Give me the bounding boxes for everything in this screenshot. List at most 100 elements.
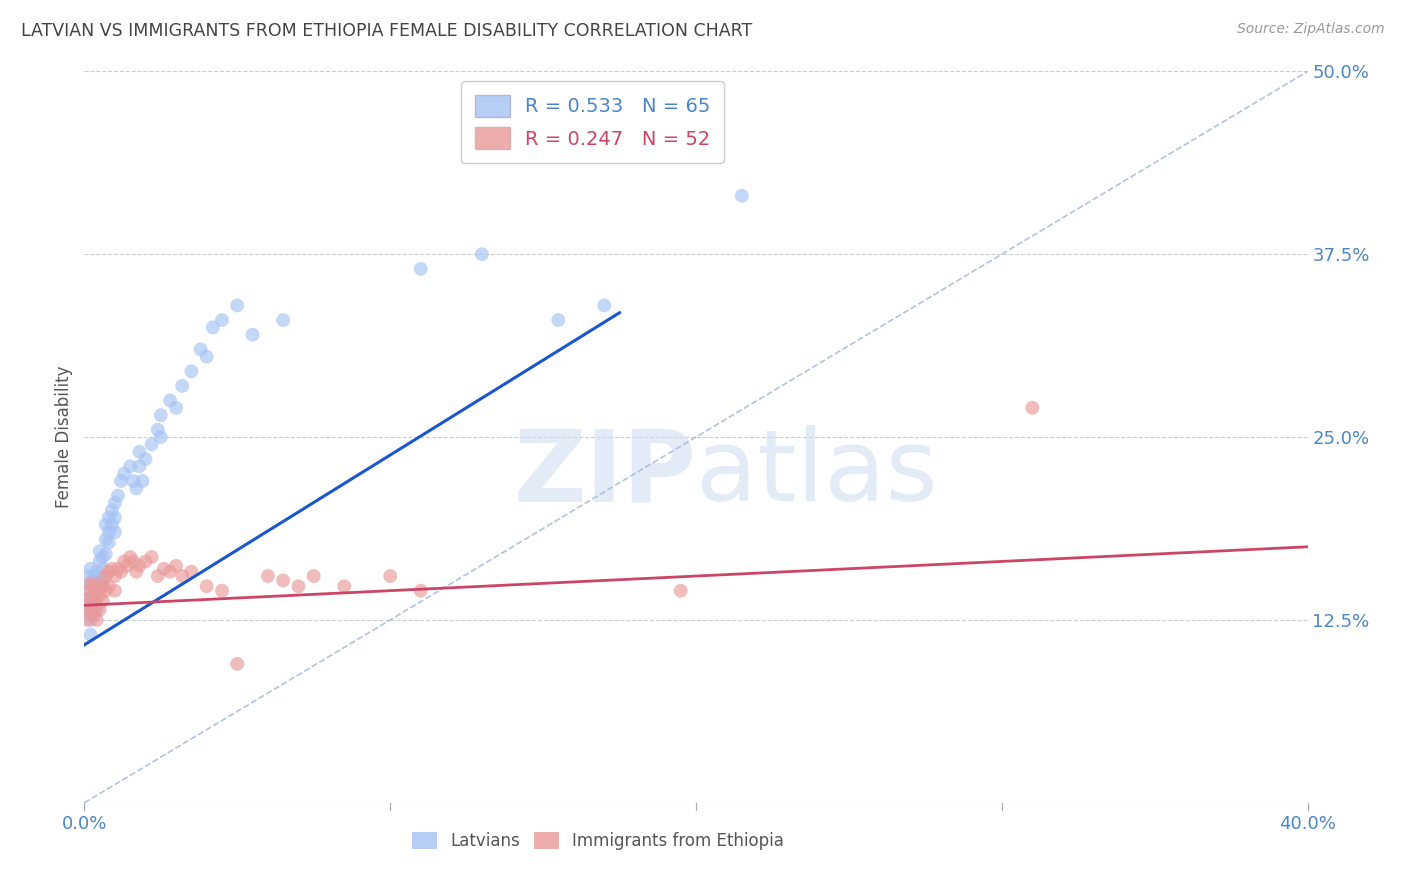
Latvians (89, 554, 111, 568)
Latvians (83, 579, 105, 593)
Immigrants from Ethiopia (97, 579, 120, 593)
Y-axis label: Female Disability: Female Disability (55, 366, 73, 508)
Immigrants from Ethiopia (409, 583, 432, 598)
Immigrants from Ethiopia (112, 554, 135, 568)
Immigrants from Ethiopia (211, 583, 233, 598)
Latvians (125, 481, 148, 495)
Latvians (409, 261, 432, 276)
Latvians (89, 579, 111, 593)
Latvians (97, 535, 120, 549)
Latvians (271, 313, 294, 327)
Immigrants from Ethiopia (89, 603, 111, 617)
Immigrants from Ethiopia (104, 583, 127, 598)
Latvians (86, 565, 108, 579)
Latvians (201, 320, 224, 334)
Text: atlas: atlas (696, 425, 938, 522)
Immigrants from Ethiopia (101, 562, 124, 576)
Latvians (89, 569, 111, 583)
Immigrants from Ethiopia (89, 576, 111, 591)
Latvians (79, 606, 101, 620)
Immigrants from Ethiopia (83, 579, 105, 593)
Immigrants from Ethiopia (76, 613, 98, 627)
Latvians (86, 576, 108, 591)
Immigrants from Ethiopia (380, 569, 402, 583)
Immigrants from Ethiopia (86, 583, 108, 598)
Immigrants from Ethiopia (302, 569, 325, 583)
Latvians (76, 583, 98, 598)
Latvians (86, 603, 108, 617)
Latvians (76, 599, 98, 613)
Latvians (165, 401, 187, 415)
Latvians (242, 327, 264, 342)
Latvians (79, 576, 101, 591)
Immigrants from Ethiopia (165, 558, 187, 573)
Latvians (731, 188, 754, 202)
Immigrants from Ethiopia (79, 591, 101, 605)
Latvians (159, 393, 181, 408)
Latvians (79, 613, 101, 627)
Immigrants from Ethiopia (76, 583, 98, 598)
Latvians (97, 510, 120, 524)
Immigrants from Ethiopia (97, 565, 120, 579)
Immigrants from Ethiopia (180, 565, 202, 579)
Immigrants from Ethiopia (159, 565, 181, 579)
Immigrants from Ethiopia (135, 554, 157, 568)
Latvians (107, 489, 129, 503)
Latvians (172, 379, 194, 393)
Immigrants from Ethiopia (94, 569, 117, 583)
Latvians (101, 517, 124, 532)
Immigrants from Ethiopia (287, 579, 309, 593)
Latvians (83, 606, 105, 620)
Immigrants from Ethiopia (271, 574, 294, 588)
Immigrants from Ethiopia (141, 549, 163, 564)
Latvians (76, 569, 98, 583)
Latvians (226, 298, 249, 312)
Text: ZIP: ZIP (513, 425, 696, 522)
Immigrants from Ethiopia (76, 599, 98, 613)
Latvians (190, 343, 212, 357)
Latvians (131, 474, 153, 488)
Immigrants from Ethiopia (146, 569, 169, 583)
Text: LATVIAN VS IMMIGRANTS FROM ETHIOPIA FEMALE DISABILITY CORRELATION CHART: LATVIAN VS IMMIGRANTS FROM ETHIOPIA FEMA… (21, 22, 752, 40)
Latvians (104, 510, 127, 524)
Immigrants from Ethiopia (89, 588, 111, 602)
Latvians (195, 350, 218, 364)
Immigrants from Ethiopia (110, 565, 132, 579)
Immigrants from Ethiopia (83, 594, 105, 608)
Latvians (101, 503, 124, 517)
Immigrants from Ethiopia (86, 599, 108, 613)
Immigrants from Ethiopia (195, 579, 218, 593)
Latvians (120, 459, 142, 474)
Latvians (547, 313, 569, 327)
Latvians (149, 408, 172, 422)
Latvians (94, 533, 117, 547)
Immigrants from Ethiopia (333, 579, 356, 593)
Latvians (211, 313, 233, 327)
Immigrants from Ethiopia (172, 569, 194, 583)
Immigrants from Ethiopia (1021, 401, 1043, 415)
Latvians (104, 525, 127, 540)
Latvians (83, 591, 105, 605)
Latvians (104, 496, 127, 510)
Latvians (149, 430, 172, 444)
Latvians (91, 549, 114, 564)
Immigrants from Ethiopia (104, 569, 127, 583)
Immigrants from Ethiopia (91, 594, 114, 608)
Immigrants from Ethiopia (94, 583, 117, 598)
Immigrants from Ethiopia (79, 576, 101, 591)
Immigrants from Ethiopia (669, 583, 692, 598)
Immigrants from Ethiopia (115, 558, 138, 573)
Immigrants from Ethiopia (125, 565, 148, 579)
Latvians (89, 544, 111, 558)
Text: Source: ZipAtlas.com: Source: ZipAtlas.com (1237, 22, 1385, 37)
Immigrants from Ethiopia (153, 562, 176, 576)
Latvians (471, 247, 494, 261)
Immigrants from Ethiopia (226, 657, 249, 671)
Immigrants from Ethiopia (83, 608, 105, 623)
Latvians (593, 298, 616, 312)
Latvians (128, 459, 150, 474)
Immigrants from Ethiopia (120, 549, 142, 564)
Latvians (79, 562, 101, 576)
Latvians (122, 474, 145, 488)
Latvians (97, 525, 120, 540)
